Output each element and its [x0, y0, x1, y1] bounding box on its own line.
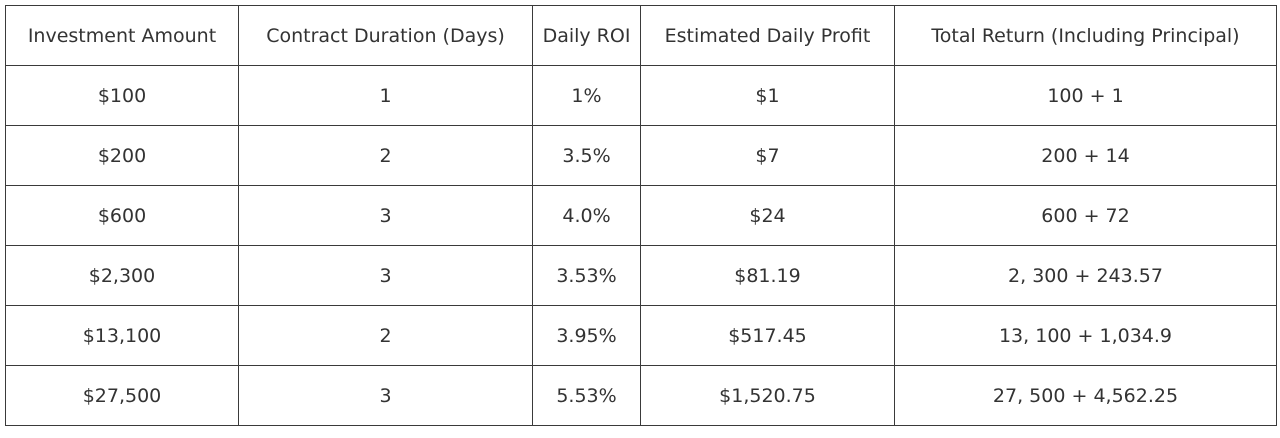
table-cell: 3	[238, 365, 533, 426]
table-cell: 3	[238, 245, 533, 306]
table-cell: 2	[238, 125, 533, 186]
table-container: Investment Amount Contract Duration (Days…	[5, 5, 1277, 426]
table-cell: 200 + 14	[894, 125, 1277, 186]
table-cell: 4.0%	[532, 185, 641, 246]
table-cell: 3.53%	[532, 245, 641, 306]
header-cell: Total Return (Including Principal)	[894, 5, 1277, 66]
table-cell: 27, 500 + 4,562.25	[894, 365, 1277, 426]
data-table: Investment Amount Contract Duration (Days…	[5, 5, 1277, 426]
table-cell: $1	[640, 65, 895, 126]
header-cell: Estimated Daily Profit	[640, 5, 895, 66]
table-cell: 3.5%	[532, 125, 641, 186]
table-cell: 5.53%	[532, 365, 641, 426]
table-cell: 2, 300 + 243.57	[894, 245, 1277, 306]
table-row: $200 2 3.5% $7 200 + 14	[5, 125, 1277, 186]
table-cell: $2,300	[5, 245, 239, 306]
header-cell: Daily ROI	[532, 5, 641, 66]
table-cell: $24	[640, 185, 895, 246]
table-cell: 3	[238, 185, 533, 246]
table-cell: $200	[5, 125, 239, 186]
table-row: $2,300 3 3.53% $81.19 2, 300 + 243.57	[5, 245, 1277, 306]
table-cell: 2	[238, 305, 533, 366]
table-cell: 1%	[532, 65, 641, 126]
table-row: $13,100 2 3.95% $517.45 13, 100 + 1,034.9	[5, 305, 1277, 366]
table-cell: 600 + 72	[894, 185, 1277, 246]
table-cell: 100 + 1	[894, 65, 1277, 126]
table-cell: $517.45	[640, 305, 895, 366]
table-cell: $7	[640, 125, 895, 186]
table-cell: $27,500	[5, 365, 239, 426]
table-cell: 1	[238, 65, 533, 126]
table-cell: $81.19	[640, 245, 895, 306]
table-cell: 13, 100 + 1,034.9	[894, 305, 1277, 366]
table-cell: 3.95%	[532, 305, 641, 366]
table-row: $100 1 1% $1 100 + 1	[5, 65, 1277, 126]
header-cell: Contract Duration (Days)	[238, 5, 533, 66]
table-cell: $1,520.75	[640, 365, 895, 426]
table-cell: $13,100	[5, 305, 239, 366]
header-cell: Investment Amount	[5, 5, 239, 66]
table-row: $600 3 4.0% $24 600 + 72	[5, 185, 1277, 246]
header-row: Investment Amount Contract Duration (Days…	[5, 5, 1277, 66]
table-cell: $600	[5, 185, 239, 246]
table-cell: $100	[5, 65, 239, 126]
table-row: $27,500 3 5.53% $1,520.75 27, 500 + 4,562.25	[5, 365, 1277, 426]
